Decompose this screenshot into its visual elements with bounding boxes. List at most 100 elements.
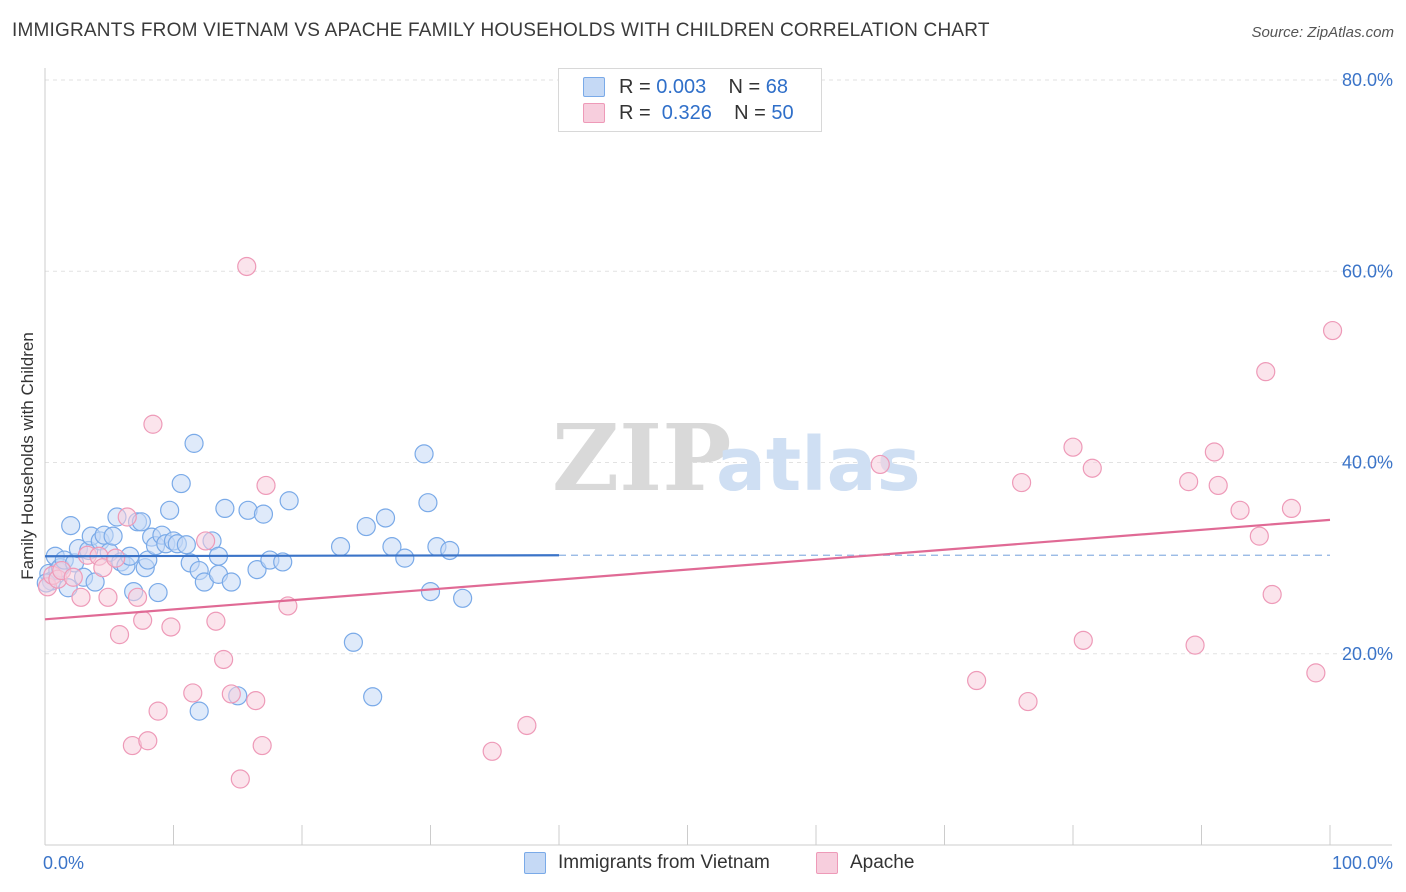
- apache-point: [106, 548, 126, 568]
- apache-point: [143, 414, 163, 434]
- vietnam-point: [414, 444, 434, 464]
- legend-label-vietnam: Immigrants from Vietnam: [558, 852, 770, 873]
- apache-point: [98, 587, 118, 607]
- apache-point: [230, 769, 250, 789]
- apache-point: [206, 611, 226, 631]
- apache-point: [1018, 691, 1038, 712]
- source-credit: Source: ZipAtlas.com: [1251, 24, 1394, 41]
- apache-point: [196, 531, 216, 551]
- x-tick-label-max: 100.0%: [1332, 853, 1393, 873]
- series-apache-points: [37, 256, 1343, 789]
- legend-row-vietnam: R = 0.003 N = 68: [583, 75, 788, 99]
- apache-point: [237, 256, 257, 277]
- legend-item-apache[interactable]: Apache: [816, 852, 914, 874]
- legend-swatch-apache: [816, 852, 838, 874]
- vietnam-point: [148, 582, 168, 603]
- apache-point: [1179, 472, 1199, 492]
- legend-r-value: 0.326: [656, 101, 712, 124]
- legend-row-apache: R = 0.326 N = 50: [583, 101, 794, 125]
- apache-point: [1281, 498, 1302, 518]
- apache-point: [117, 507, 137, 527]
- apache-point: [183, 683, 203, 703]
- vietnam-point: [171, 473, 191, 494]
- apache-point: [1230, 500, 1250, 520]
- apache-point: [1011, 472, 1032, 493]
- y-tick-label: 20.0%: [1342, 644, 1393, 664]
- vietnam-point: [103, 526, 123, 546]
- legend-spacer: [712, 102, 734, 125]
- apache-point: [221, 684, 241, 704]
- apache-point: [246, 691, 266, 711]
- vietnam-point: [184, 433, 204, 453]
- apache-point: [967, 670, 987, 691]
- apache-point: [1073, 630, 1093, 650]
- vietnam-point: [61, 516, 81, 536]
- legend-label-apache: Apache: [850, 852, 915, 873]
- trend-line-apache: [44, 518, 1331, 621]
- vietnam-point: [395, 548, 415, 568]
- apache-point: [138, 731, 158, 751]
- apache-point: [256, 475, 276, 496]
- apache-point: [1185, 635, 1205, 655]
- y-tick-label: 80.0%: [1342, 70, 1393, 90]
- legend-n-value: 50: [771, 101, 794, 124]
- apache-point: [1256, 362, 1276, 382]
- vietnam-point: [375, 508, 396, 528]
- vietnam-point: [176, 535, 196, 555]
- vietnam-point: [273, 552, 293, 572]
- legend-r-label: R =: [619, 75, 657, 98]
- gridlines: [45, 79, 1392, 655]
- tick-labels: 20.0% 40.0% 60.0% 80.0% 0.0% 100.0%: [43, 70, 1393, 873]
- stats-legend: R = 0.003 N = 68 R = 0.326 N = 50: [558, 68, 822, 132]
- apache-point: [482, 741, 502, 761]
- x-tick-label-min: 0.0%: [43, 853, 84, 873]
- apache-point: [1063, 437, 1083, 457]
- y-tick-label: 40.0%: [1342, 453, 1393, 473]
- vietnam-point: [330, 537, 351, 557]
- apache-point: [161, 617, 181, 637]
- legend-item-vietnam[interactable]: Immigrants from Vietnam: [524, 852, 770, 874]
- vietnam-point: [253, 504, 274, 524]
- legend-swatch-apache: [583, 103, 605, 123]
- vietnam-point: [160, 500, 180, 520]
- apache-point: [870, 454, 890, 475]
- series-legend: Immigrants from Vietnam Apache: [0, 852, 1406, 878]
- apache-point: [1249, 526, 1269, 546]
- apache-point: [148, 701, 168, 721]
- trend-line-vietnam: [44, 554, 560, 558]
- vietnam-point: [420, 581, 441, 602]
- vietnam-point: [343, 632, 363, 652]
- apache-point: [133, 610, 153, 630]
- apache-point: [1204, 442, 1224, 462]
- apache-point: [71, 587, 91, 607]
- vietnam-point: [247, 559, 267, 580]
- legend-r-value: 0.003: [656, 75, 707, 98]
- apache-point: [93, 558, 113, 578]
- vietnam-point: [221, 572, 241, 592]
- apache-point: [252, 735, 272, 756]
- vietnam-point: [440, 540, 460, 561]
- legend-spacer: [706, 76, 728, 99]
- apache-point: [127, 587, 148, 607]
- vietnam-point: [363, 687, 383, 707]
- vietnam-point: [189, 701, 209, 721]
- watermark-zip: ZIP: [552, 404, 731, 512]
- vietnam-point: [418, 493, 438, 513]
- apache-point: [1306, 663, 1326, 683]
- chart-title: IMMIGRANTS FROM VIETNAM VS APACHE FAMILY…: [12, 20, 990, 41]
- y-tick-label: 60.0%: [1342, 261, 1393, 281]
- vietnam-point: [279, 491, 299, 511]
- axes: [44, 68, 1392, 846]
- watermark-atlas: atlas: [716, 422, 921, 508]
- legend-n-label: N =: [734, 101, 772, 124]
- legend-swatch-vietnam: [524, 852, 546, 874]
- legend-r-label: R =: [619, 101, 657, 124]
- apache-point: [1322, 320, 1343, 341]
- watermark: ZIP atlas: [552, 404, 921, 512]
- y-axis-label: Family Households with Children: [18, 332, 37, 580]
- apache-point: [63, 567, 83, 587]
- apache-point: [1262, 584, 1282, 605]
- vietnam-point: [453, 588, 473, 608]
- apache-point: [517, 715, 537, 736]
